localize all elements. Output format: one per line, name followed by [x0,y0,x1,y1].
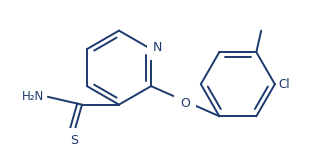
Text: H₂N: H₂N [22,90,44,103]
Text: Cl: Cl [279,78,290,91]
Text: S: S [70,134,78,147]
Text: N: N [153,41,162,54]
Text: O: O [180,97,190,110]
